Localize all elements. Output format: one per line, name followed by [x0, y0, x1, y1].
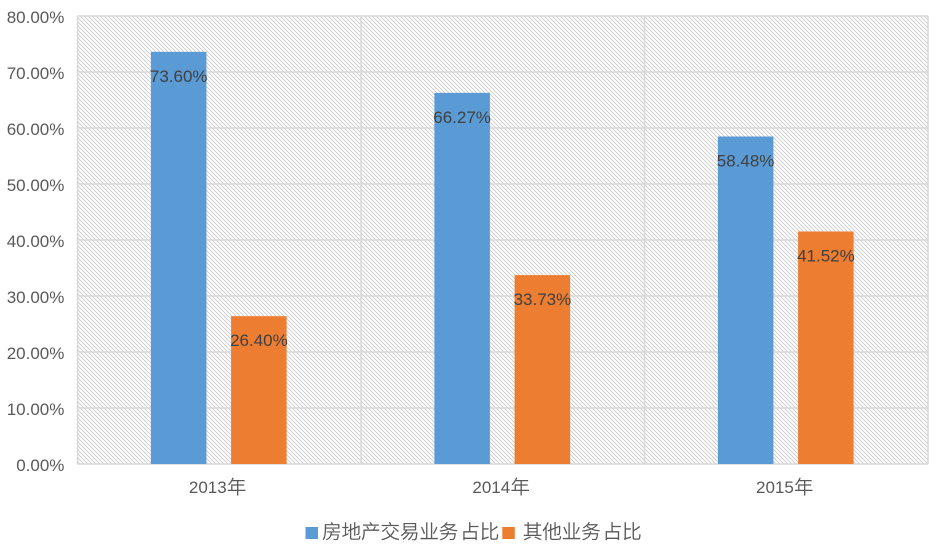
svg-text:73.60%: 73.60%: [150, 67, 208, 86]
svg-text:80.00%: 80.00%: [7, 8, 65, 27]
svg-text:2015: 2015: [756, 478, 794, 497]
svg-text:70.00%: 70.00%: [7, 64, 65, 83]
svg-text:33.73%: 33.73%: [514, 290, 572, 309]
svg-text:26.40%: 26.40%: [230, 331, 288, 350]
svg-text:30.00%: 30.00%: [7, 288, 65, 307]
svg-text:2013: 2013: [189, 478, 227, 497]
svg-text:66.27%: 66.27%: [433, 108, 491, 127]
svg-text:60.00%: 60.00%: [7, 120, 65, 139]
svg-text:2014: 2014: [472, 478, 510, 497]
svg-text:50.00%: 50.00%: [7, 176, 65, 195]
svg-text:10.00%: 10.00%: [7, 400, 65, 419]
svg-text:40.00%: 40.00%: [7, 232, 65, 251]
svg-text:20.00%: 20.00%: [7, 344, 65, 363]
svg-text:58.48%: 58.48%: [717, 152, 775, 171]
svg-text:41.52%: 41.52%: [797, 246, 855, 265]
svg-text:0.00%: 0.00%: [16, 456, 64, 475]
